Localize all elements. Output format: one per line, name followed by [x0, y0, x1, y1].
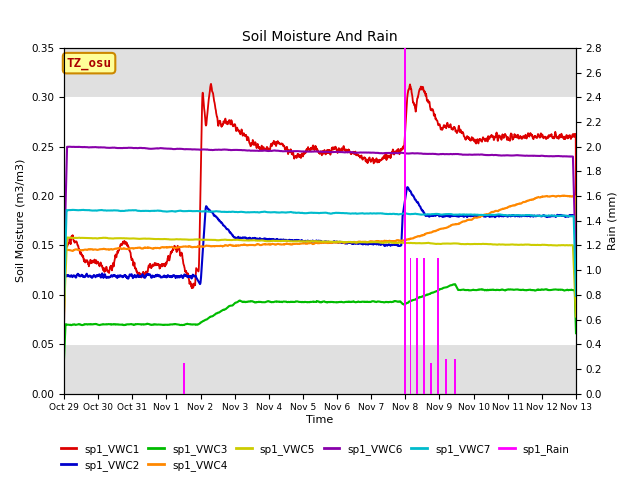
X-axis label: Time: Time	[307, 415, 333, 425]
Bar	[417, 258, 418, 394]
Bar	[430, 363, 432, 394]
Bar	[437, 258, 438, 394]
Bar	[183, 363, 185, 394]
Bar	[64, 97, 576, 344]
Bar	[423, 258, 425, 394]
Legend: sp1_VWC1, sp1_VWC2, sp1_VWC3, sp1_VWC4, sp1_VWC5, sp1_VWC6, sp1_VWC7, sp1_Rain: sp1_VWC1, sp1_VWC2, sp1_VWC3, sp1_VWC4, …	[56, 439, 574, 475]
Bar	[445, 359, 447, 394]
Bar	[404, 48, 406, 394]
Text: TZ_osu: TZ_osu	[67, 57, 111, 70]
Bar	[410, 258, 412, 394]
Title: Soil Moisture And Rain: Soil Moisture And Rain	[242, 30, 398, 44]
Y-axis label: Soil Moisture (m3/m3): Soil Moisture (m3/m3)	[15, 159, 26, 283]
Bar	[454, 359, 456, 394]
Y-axis label: Rain (mm): Rain (mm)	[608, 192, 618, 250]
